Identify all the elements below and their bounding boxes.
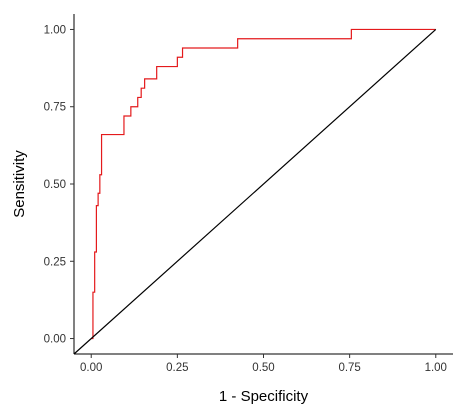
y-tick-label: 0.75 [44, 102, 66, 114]
x-tick-label: 0.50 [252, 362, 274, 374]
y-axis-title: Sensitivity [11, 150, 28, 218]
y-tick-label: 1.00 [44, 24, 66, 36]
x-tick-label: 1.00 [425, 362, 447, 374]
roc-curve-line [91, 28, 436, 340]
series [73, 28, 437, 355]
y-tick-label: 0.50 [44, 179, 66, 191]
y-tick-label: 0.00 [44, 334, 66, 346]
ticks: 0.00 0.25 0.50 0.75 1.00 0.00 0.25 0.50 0.75 1.00 [44, 24, 447, 374]
x-tick-label: 0.25 [166, 362, 188, 374]
x-axis-title: 1 - Specificity [219, 388, 309, 405]
reference-diagonal-line [73, 29, 437, 355]
x-tick-label: 0.75 [338, 362, 360, 374]
y-tick-label: 0.25 [44, 256, 66, 268]
x-tick-label: 0.00 [80, 362, 102, 374]
